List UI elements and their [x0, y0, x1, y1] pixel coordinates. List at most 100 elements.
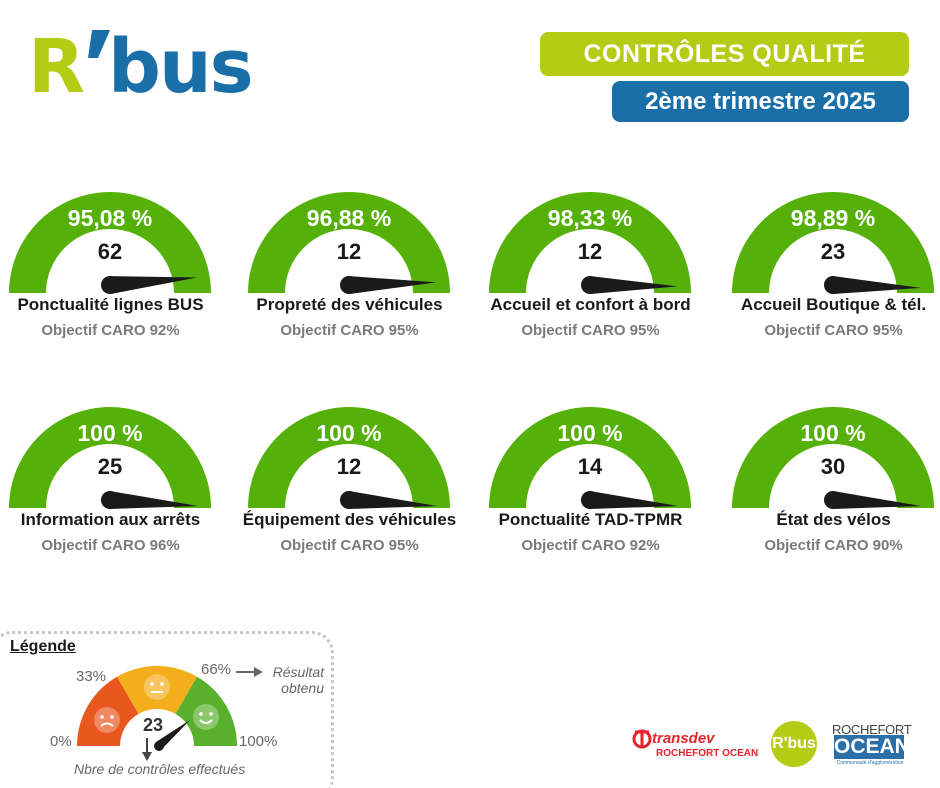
- gauge-equipement-vehicules: 100 % 12 Équipement des véhicules Objectif …: [232, 405, 467, 565]
- gauge-proprete-vehicules: 96,88 % 12 Propreté des véhicules Objectif …: [232, 190, 467, 350]
- legend-sector-low: [77, 676, 139, 746]
- gauge-objective: Objectif CARO 95%: [764, 322, 903, 339]
- gauge-needle: [590, 491, 678, 509]
- logo-word-bus: bus: [108, 24, 254, 110]
- gauge-needle: [349, 491, 437, 509]
- gauge-needle: [833, 491, 921, 509]
- gauge-percent: 100 %: [557, 420, 622, 446]
- gauge-arc: [248, 407, 450, 508]
- legend-frame: [0, 631, 334, 788]
- rochefort-ocean-logo: ROCHEFORT OCEAN Communauté d'agglomérati…: [832, 722, 912, 768]
- logo-apostrophe-icon: [88, 30, 110, 58]
- legend-high-label: 100%: [239, 733, 278, 750]
- gauge-dial: 100 % 30: [732, 407, 934, 509]
- gauge-count: 12: [337, 239, 361, 264]
- gauge-count: 23: [821, 239, 845, 264]
- transdev-logo: transdev ROCHEFORT OCEAN: [630, 728, 760, 764]
- gauge-percent: 98,89 %: [791, 205, 875, 231]
- gauge-needle-hub: [824, 276, 842, 294]
- gauge-information-arrets: 100 % 25 Information aux arrêts Objectif CA…: [0, 405, 228, 565]
- happy-face-icon: [193, 704, 219, 730]
- gauge-needle-hub: [101, 276, 119, 294]
- rochefort-line3: Communauté d'agglomération: [836, 760, 904, 766]
- arrow-down-icon: [142, 738, 152, 761]
- gauge-ponctualite-tad: 100 % 14 Ponctualité TAD-TPMR Objectif CARO…: [473, 405, 708, 565]
- gauge-label: Équipement des véhicules: [242, 510, 457, 529]
- gauge-needle-hub: [581, 491, 599, 509]
- gauge-objective: Objectif CARO 95%: [280, 322, 419, 339]
- gauge-dial: 95,08 % 62: [9, 192, 211, 294]
- rochefort-line1: ROCHEFORT: [832, 722, 912, 737]
- gauge-count: 12: [337, 454, 361, 479]
- transdev-icon: [632, 729, 652, 749]
- gauge-label: Accueil et confort à bord: [490, 295, 691, 314]
- gauge-percent: 96,88 %: [307, 205, 391, 231]
- gauge-needle: [589, 276, 678, 294]
- gauge-objective: Objectif CARO 96%: [41, 537, 180, 554]
- gauge-count: 25: [98, 454, 122, 479]
- gauge-percent: 100 %: [800, 420, 865, 446]
- gauge-arc: [732, 192, 934, 293]
- legend-result-label: Résultat obtenu: [272, 664, 324, 696]
- transdev-sub: ROCHEFORT OCEAN: [656, 748, 759, 759]
- gauge-dial: 100 % 25: [9, 407, 211, 509]
- period-badge: 2ème trimestre 2025: [612, 81, 909, 122]
- gauge-label: Propreté des véhicules: [256, 295, 443, 314]
- gauge-label: État des vélos: [776, 510, 891, 529]
- arrow-right-icon: [236, 667, 263, 677]
- gauge-label: Information aux arrêts: [20, 510, 201, 529]
- gauge-objective: Objectif CARO 95%: [521, 322, 660, 339]
- gauge-dial: 98,89 % 23: [732, 192, 934, 294]
- gauge-arc: [9, 407, 211, 508]
- legend-sector-mid: [117, 665, 197, 714]
- legend-title: Légende: [10, 638, 76, 655]
- gauge-arc: [489, 407, 691, 508]
- gauge-objective: Objectif CARO 95%: [280, 537, 419, 554]
- legend-mid-label: 66%: [201, 661, 232, 678]
- gauge-arc: [248, 192, 450, 293]
- legend-zero-label: 0%: [50, 733, 72, 750]
- legend-count-label: Nbre de contrôles effectués: [74, 761, 246, 777]
- rbus-small-logo: R'bus: [771, 721, 817, 767]
- legend-sector-high: [175, 676, 238, 746]
- gauge-accueil-confort: 98,33 % 12 Accueil et confort à bord Object…: [473, 190, 708, 350]
- gauge-label: Ponctualité lignes BUS: [17, 295, 204, 314]
- legend-gauge: [77, 665, 238, 751]
- gauge-dial: 100 % 14: [489, 407, 691, 509]
- gauge-objective: Objectif CARO 90%: [764, 537, 903, 554]
- legend-needle: [156, 720, 190, 749]
- gauge-count: 14: [578, 454, 603, 479]
- page-title: CONTRÔLES QUALITÉ: [540, 32, 909, 76]
- neutral-face-icon: [144, 674, 170, 700]
- gauge-etat-velos: 100 % 30 État des vélos Objectif CARO 90%: [716, 405, 940, 565]
- gauge-percent: 98,33 %: [548, 205, 632, 231]
- gauge-needle: [348, 276, 437, 294]
- rochefort-line2: OCEAN: [834, 735, 910, 759]
- sad-face-icon: [94, 707, 120, 733]
- gauge-label: Ponctualité TAD-TPMR: [498, 510, 683, 529]
- gauge-count: 62: [98, 239, 122, 264]
- gauge-percent: 95,08 %: [68, 205, 152, 231]
- gauge-needle-hub: [101, 491, 119, 509]
- gauge-dial: 100 % 12: [248, 407, 450, 509]
- gauge-ponctualite-bus: 95,08 % 62 Ponctualité lignes BUS Objectif …: [0, 190, 228, 350]
- gauge-accueil-boutique: 98,89 % 23 Accueil Boutique & tél. Objectif…: [716, 190, 940, 350]
- gauge-needle: [108, 276, 197, 294]
- gauge-needle-hub: [340, 276, 358, 294]
- gauge-objective: Objectif CARO 92%: [521, 537, 660, 554]
- gauge-label: Accueil Boutique & tél.: [740, 295, 927, 314]
- gauge-needle: [832, 276, 921, 294]
- gauge-dial: 96,88 % 12: [248, 192, 450, 294]
- gauge-percent: 100 %: [316, 420, 381, 446]
- gauge-objective: Objectif CARO 92%: [41, 322, 180, 339]
- gauge-needle-hub: [581, 276, 599, 294]
- gauge-needle: [110, 491, 198, 509]
- gauge-needle-hub: [340, 491, 358, 509]
- gauge-count: 12: [578, 239, 602, 264]
- logo-letter-r: R: [28, 24, 85, 110]
- gauge-arc: [732, 407, 934, 508]
- gauge-percent: 100 %: [77, 420, 142, 446]
- legend-low-label: 33%: [76, 668, 107, 685]
- gauge-dial: 98,33 % 12: [489, 192, 691, 294]
- gauge-count: 30: [821, 454, 845, 479]
